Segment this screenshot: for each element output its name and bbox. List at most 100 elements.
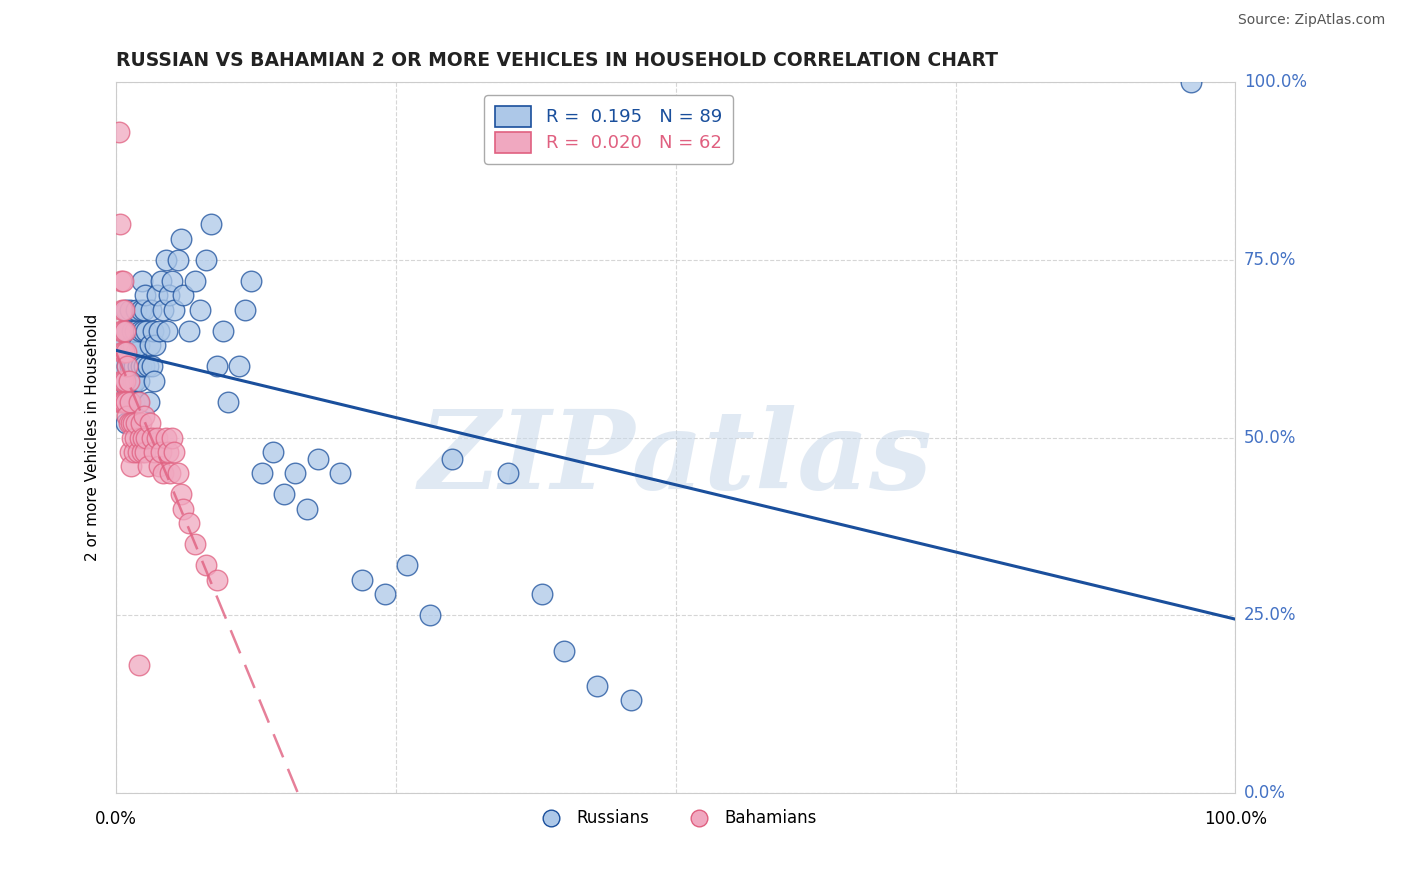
Point xyxy=(132,324,155,338)
Point xyxy=(131,444,153,458)
Point xyxy=(239,274,262,288)
Point xyxy=(134,444,156,458)
Point xyxy=(188,302,211,317)
Point xyxy=(112,395,135,409)
Point xyxy=(107,125,129,139)
Point xyxy=(177,516,200,530)
Point xyxy=(125,302,148,317)
Point xyxy=(117,345,139,359)
Point xyxy=(131,274,153,288)
Text: 0.0%: 0.0% xyxy=(96,811,138,829)
Point xyxy=(145,288,167,302)
Point xyxy=(117,381,139,395)
Text: 100.0%: 100.0% xyxy=(1204,811,1267,829)
Point xyxy=(141,359,163,374)
Point xyxy=(295,501,318,516)
Point xyxy=(440,451,463,466)
Point xyxy=(205,359,228,374)
Point xyxy=(148,458,170,473)
Point xyxy=(124,324,146,338)
Point xyxy=(127,444,149,458)
Point xyxy=(166,252,188,267)
Point xyxy=(170,487,193,501)
Point xyxy=(117,417,139,431)
Point xyxy=(111,345,134,359)
Point xyxy=(112,338,135,352)
Y-axis label: 2 or more Vehicles in Household: 2 or more Vehicles in Household xyxy=(86,314,100,561)
Point xyxy=(166,466,188,480)
Point xyxy=(586,679,609,693)
Point xyxy=(118,395,141,409)
Point xyxy=(114,374,136,388)
Point xyxy=(117,409,139,424)
Point xyxy=(129,302,152,317)
Point xyxy=(152,302,174,317)
Point xyxy=(553,643,575,657)
Point xyxy=(125,417,148,431)
Point xyxy=(194,252,217,267)
Point xyxy=(124,430,146,444)
Point xyxy=(110,274,132,288)
Point xyxy=(273,487,295,501)
Point xyxy=(128,324,150,338)
Point xyxy=(211,324,233,338)
Point xyxy=(128,374,150,388)
Point xyxy=(125,345,148,359)
Point xyxy=(374,587,396,601)
Point xyxy=(150,274,173,288)
Point xyxy=(233,302,256,317)
Point xyxy=(112,302,135,317)
Text: 75.0%: 75.0% xyxy=(1244,251,1296,268)
Point xyxy=(155,430,177,444)
Point xyxy=(118,359,141,374)
Point xyxy=(117,359,139,374)
Point xyxy=(114,324,136,338)
Point xyxy=(352,573,374,587)
Point xyxy=(111,395,134,409)
Point xyxy=(419,608,441,623)
Point xyxy=(111,324,134,338)
Point xyxy=(135,430,157,444)
Point xyxy=(118,444,141,458)
Point xyxy=(132,430,155,444)
Point xyxy=(121,430,143,444)
Point xyxy=(115,417,138,431)
Point xyxy=(138,395,160,409)
Point xyxy=(111,302,134,317)
Point xyxy=(111,359,134,374)
Point xyxy=(177,324,200,338)
Point xyxy=(157,288,180,302)
Point xyxy=(262,444,284,458)
Point xyxy=(284,466,307,480)
Point xyxy=(170,232,193,246)
Point xyxy=(136,359,159,374)
Point xyxy=(134,359,156,374)
Point xyxy=(129,359,152,374)
Point xyxy=(194,558,217,573)
Point xyxy=(172,501,194,516)
Point xyxy=(200,218,222,232)
Point xyxy=(139,417,162,431)
Point xyxy=(115,345,138,359)
Point xyxy=(250,466,273,480)
Point xyxy=(122,338,145,352)
Point xyxy=(111,374,134,388)
Point xyxy=(108,218,131,232)
Point xyxy=(115,395,138,409)
Point xyxy=(128,657,150,672)
Point xyxy=(110,324,132,338)
Point xyxy=(110,374,132,388)
Point xyxy=(145,430,167,444)
Point xyxy=(156,444,179,458)
Point xyxy=(143,374,166,388)
Point xyxy=(128,430,150,444)
Point xyxy=(307,451,329,466)
Point xyxy=(121,359,143,374)
Point xyxy=(134,409,156,424)
Point xyxy=(112,345,135,359)
Point xyxy=(115,302,138,317)
Point xyxy=(496,466,519,480)
Point xyxy=(122,395,145,409)
Point xyxy=(127,359,149,374)
Point xyxy=(134,302,156,317)
